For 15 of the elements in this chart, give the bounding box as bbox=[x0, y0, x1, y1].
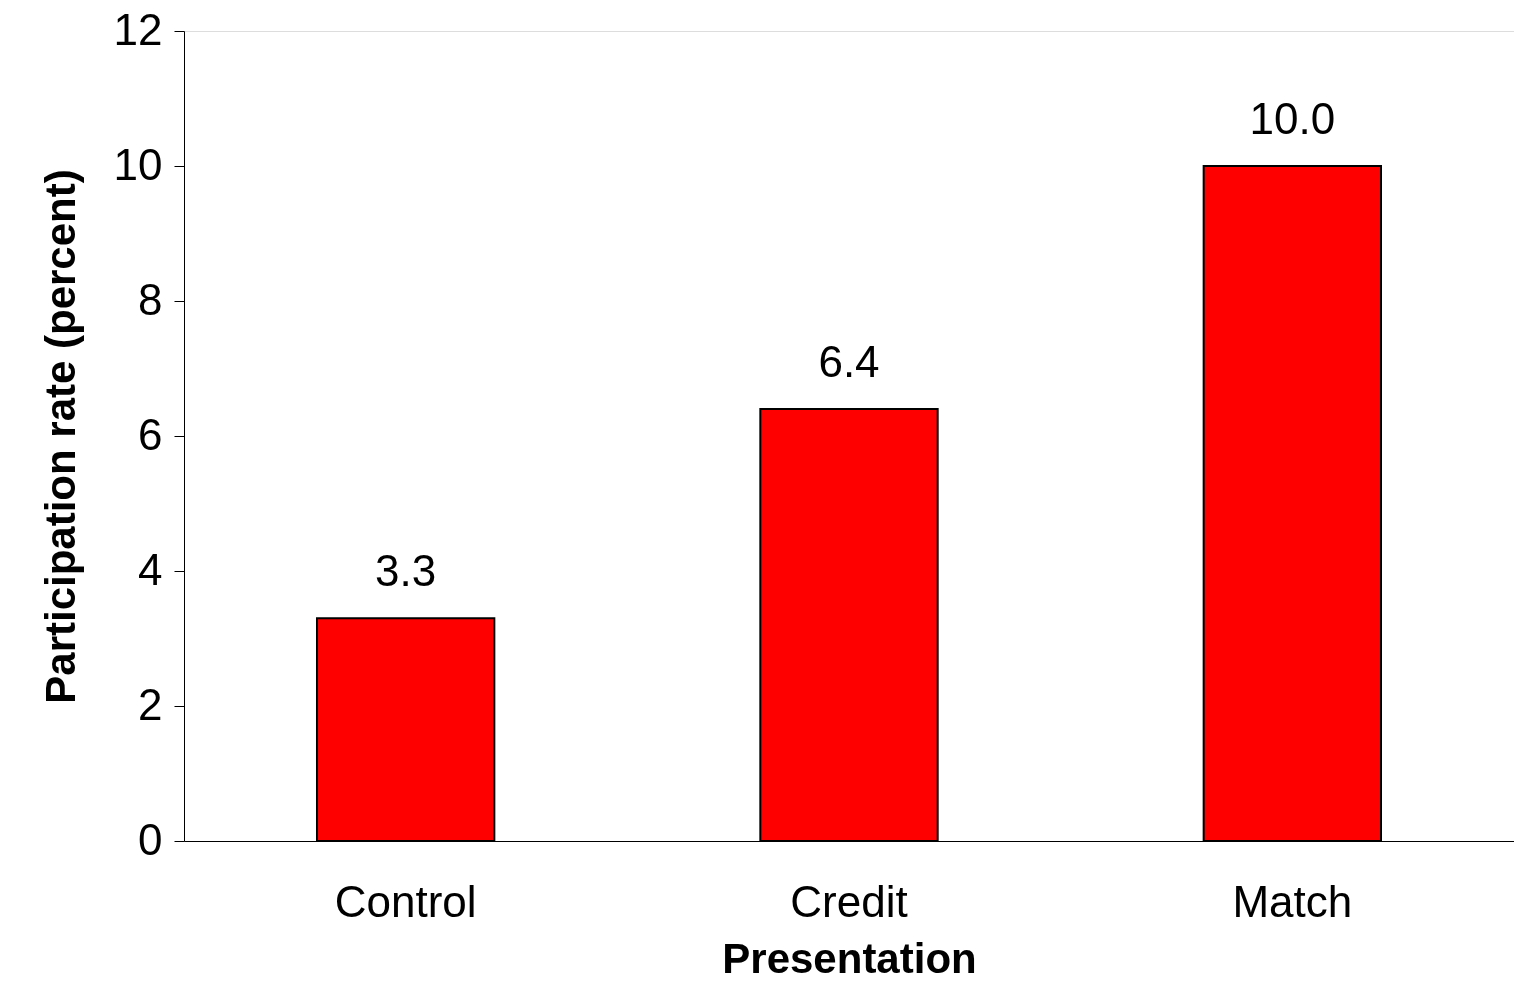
y-tick-label: 4 bbox=[138, 544, 163, 594]
x-tick-label: Match bbox=[1232, 876, 1353, 926]
data-label: 6.4 bbox=[818, 337, 880, 386]
data-label: 3.3 bbox=[375, 546, 437, 596]
x-tick-label: Control bbox=[334, 876, 477, 926]
x-tick-label: Credit bbox=[790, 876, 908, 926]
y-tick-label: 0 bbox=[138, 814, 163, 864]
y-tick-label: 6 bbox=[138, 409, 163, 459]
y-tick-label: 2 bbox=[138, 679, 163, 729]
data-label: 10.0 bbox=[1249, 94, 1336, 143]
y-tick-label: 10 bbox=[113, 139, 163, 189]
y-axis-title: Participation rate (percent) bbox=[36, 169, 84, 704]
x-axis-title: Presentation bbox=[722, 934, 977, 982]
y-tick-label: 12 bbox=[113, 4, 163, 54]
y-tick-label: 8 bbox=[138, 274, 163, 324]
